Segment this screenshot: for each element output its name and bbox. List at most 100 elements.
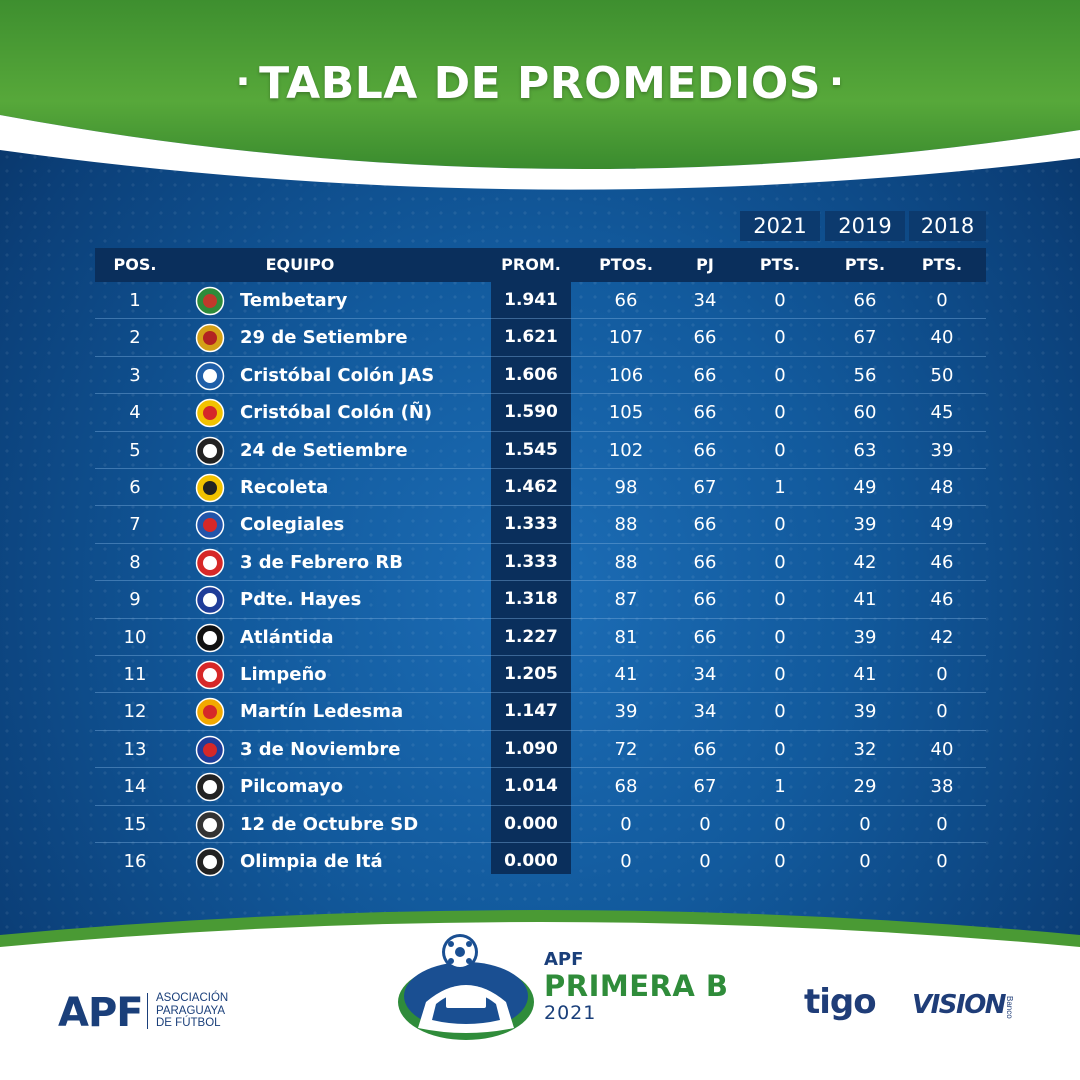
row-pts-2018: 50	[930, 364, 954, 386]
header-pts-2018: PTS.	[921, 255, 963, 274]
row-prom: 1.545	[504, 439, 558, 460]
row-ptos: 105	[608, 402, 644, 424]
row-team: 3 de Noviembre	[240, 738, 401, 760]
row-pos: 11	[123, 664, 147, 685]
29-de-setiembre-crest-icon	[195, 324, 225, 353]
row-pos: 1	[129, 290, 141, 311]
row-pj: 66	[693, 551, 717, 573]
row-pts-2019: 0	[859, 851, 871, 872]
row-pos: 5	[129, 439, 141, 461]
row-team: 3 de Febrero RB	[240, 551, 403, 573]
row-pts-2019: 42	[853, 551, 877, 573]
row-pos: 4	[129, 402, 141, 424]
row-pts-2021: 0	[774, 589, 786, 611]
row-pts-2018: 0	[936, 664, 948, 685]
row-pj: 67	[693, 477, 717, 498]
row-pj: 66	[693, 402, 717, 424]
row-prom: 1.227	[504, 626, 558, 647]
row-pos: 10	[123, 626, 147, 648]
row-team: Cristóbal Colón (Ñ)	[240, 402, 433, 424]
row-pts-2021: 1	[774, 776, 786, 798]
limpeno-crest-icon	[195, 660, 225, 690]
row-pts-2018: 0	[936, 290, 948, 311]
tigo-logo: tigo	[804, 982, 877, 1022]
row-pts-2021: 0	[774, 851, 786, 872]
row-pts-2018: 42	[930, 626, 954, 648]
header-pts-2019: PTS.	[844, 255, 886, 274]
row-ptos: 0	[620, 851, 632, 872]
table-row: 10 Atlántida 1.227 81 66 0 39 42	[95, 619, 986, 656]
table-row: 15 12 de Octubre SD 0.000 0 0 0 0 0	[95, 806, 986, 843]
table-row: 5 24 de Setiembre 1.545 102 66 0 63 39	[95, 432, 986, 469]
vision-logo: VISION	[912, 990, 1007, 1020]
row-pj: 34	[693, 664, 717, 685]
row-pts-2021: 0	[774, 551, 786, 573]
row-prom: 1.014	[504, 776, 558, 797]
league-name: APF PRIMERA B 2021	[544, 950, 729, 1025]
header-pj: PJ	[696, 255, 714, 274]
table-row: 16 Olimpia de Itá 0.000 0 0 0 0 0	[95, 843, 986, 880]
row-pts-2019: 49	[853, 477, 877, 498]
row-pts-2021: 0	[774, 701, 786, 723]
table-row: 3 Cristóbal Colón JAS 1.606 106 66 0 56 50	[95, 357, 986, 395]
row-pts-2018: 38	[930, 776, 954, 798]
table-row: 7 Colegiales 1.333 88 66 0 39 49	[95, 506, 986, 544]
row-pj: 0	[699, 813, 711, 835]
martin-ledesma-crest-icon	[195, 698, 225, 727]
row-team: Olimpia de Itá	[240, 851, 383, 872]
row-pj: 66	[693, 626, 717, 648]
row-pts-2018: 48	[930, 477, 954, 498]
row-ptos: 106	[608, 364, 644, 386]
header-prom: PROM.	[501, 255, 561, 274]
header-pos: POS.	[113, 255, 157, 274]
row-team: Cristóbal Colón JAS	[240, 364, 435, 386]
pdte-hayes-crest-icon	[195, 585, 225, 615]
row-ptos: 81	[614, 626, 638, 648]
row-pts-2021: 0	[774, 439, 786, 461]
row-pts-2019: 67	[853, 327, 877, 349]
row-pos: 13	[123, 738, 147, 760]
olimpia-de-ita-crest-icon	[195, 847, 225, 877]
row-prom: 1.462	[504, 477, 558, 497]
table-row: 13 3 de Noviembre 1.090 72 66 0 32 40	[95, 731, 986, 769]
row-ptos: 102	[608, 439, 644, 461]
row-pos: 16	[123, 851, 147, 872]
tembetary-crest-icon	[195, 286, 225, 316]
league-title: PRIMERA B	[544, 969, 729, 1003]
row-prom: 1.090	[504, 738, 558, 759]
row-pts-2021: 0	[774, 738, 786, 760]
header-ptos: PTOS.	[599, 255, 653, 274]
row-team: Limpeño	[240, 664, 327, 685]
row-ptos: 107	[608, 327, 644, 349]
colegiales-crest-icon	[195, 511, 225, 540]
row-pts-2018: 39	[930, 439, 954, 461]
row-pj: 34	[693, 701, 717, 723]
row-team: Tembetary	[240, 290, 348, 311]
row-prom: 1.606	[504, 364, 558, 385]
row-prom: 1.205	[504, 664, 558, 684]
row-pts-2019: 29	[853, 776, 877, 798]
row-pts-2021: 0	[774, 813, 786, 835]
row-team: 24 de Setiembre	[240, 439, 408, 461]
apf-line-1: ASOCIACIÓN	[156, 992, 229, 1004]
row-ptos: 88	[614, 514, 638, 536]
row-pts-2021: 0	[774, 364, 786, 386]
table-row: 12 Martín Ledesma 1.147 39 34 0 39 0	[95, 693, 986, 731]
row-ptos: 66	[614, 290, 638, 311]
apf-logo: APF	[58, 990, 144, 1036]
row-ptos: 0	[620, 813, 632, 835]
apf-divider	[147, 993, 148, 1029]
row-prom: 0.000	[504, 813, 558, 834]
recoleta-crest-icon	[195, 473, 225, 503]
year-2021: 2021	[740, 211, 820, 241]
table-row: 14 Pilcomayo 1.014 68 67 1 29 38	[95, 768, 986, 806]
row-ptos: 41	[614, 664, 638, 685]
row-pj: 66	[693, 439, 717, 461]
row-pts-2021: 0	[774, 664, 786, 685]
row-pj: 34	[693, 290, 717, 311]
row-pts-2018: 0	[936, 813, 948, 835]
row-team: Martín Ledesma	[240, 701, 404, 723]
apf-line-2: PARAGUAYA	[156, 1004, 226, 1017]
row-pts-2021: 0	[774, 290, 786, 311]
table-header: POS. EQUIPO PROM. PTOS. PJ PTS. PTS. PTS…	[95, 248, 986, 282]
